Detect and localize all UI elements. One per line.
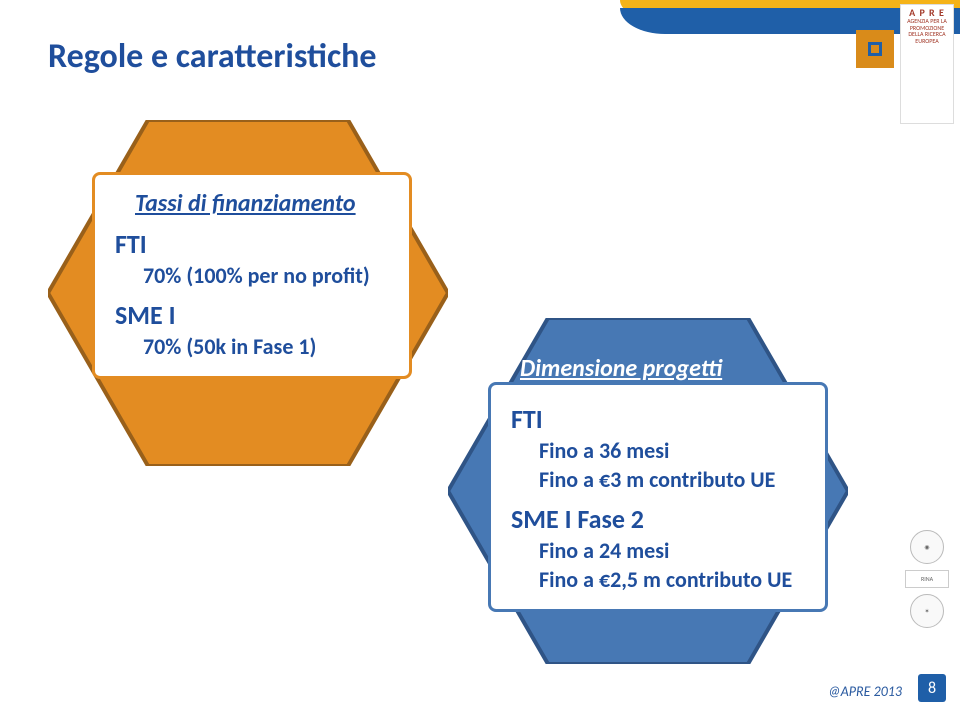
partner-logo-3-icon: ✶ bbox=[910, 594, 944, 628]
apre-logo-subtitle: AGENZIA PER LA PROMOZIONE DELLA RICERCA … bbox=[903, 18, 951, 44]
callout-tassi-header: Tassi di finanziamento bbox=[135, 189, 389, 218]
tassi-section2-label: SME I bbox=[115, 299, 389, 331]
page-number: 8 bbox=[918, 674, 946, 702]
dim-section2-sub1: Fino a 24 mesi bbox=[539, 537, 805, 564]
partner-logo-1-icon: ◉ bbox=[910, 530, 944, 564]
tassi-section1-sub: 70% (100% per no profit) bbox=[143, 262, 389, 289]
callout-dimensione-header: Dimensione progetti bbox=[520, 354, 722, 383]
slide-title: Regole e caratteristiche bbox=[48, 36, 377, 77]
dim-section2-sub2: Fino a €2,5 m contributo UE bbox=[539, 566, 805, 593]
dim-section1-sub1: Fino a 36 mesi bbox=[539, 437, 805, 464]
partner-logo-2-icon: RINA bbox=[905, 570, 949, 588]
callout-tassi: Tassi di finanziamento FTI 70% (100% per… bbox=[92, 172, 412, 379]
square-badge-icon bbox=[856, 30, 894, 68]
side-logos: ◉ RINA ✶ bbox=[900, 530, 954, 650]
dim-section1-sub2: Fino a €3 m contributo UE bbox=[539, 466, 805, 493]
callout-dimensione: FTI Fino a 36 mesi Fino a €3 m contribut… bbox=[488, 382, 828, 612]
tassi-section1-label: FTI bbox=[115, 228, 389, 260]
dim-section2-label: SME I Fase 2 bbox=[511, 503, 805, 535]
dim-section1-label: FTI bbox=[511, 403, 805, 435]
tassi-section2-sub: 70% (50k in Fase 1) bbox=[143, 333, 389, 360]
apre-logo: A P R E AGENZIA PER LA PROMOZIONE DELLA … bbox=[900, 4, 954, 124]
footer-text: @APRE 2013 bbox=[828, 683, 902, 700]
